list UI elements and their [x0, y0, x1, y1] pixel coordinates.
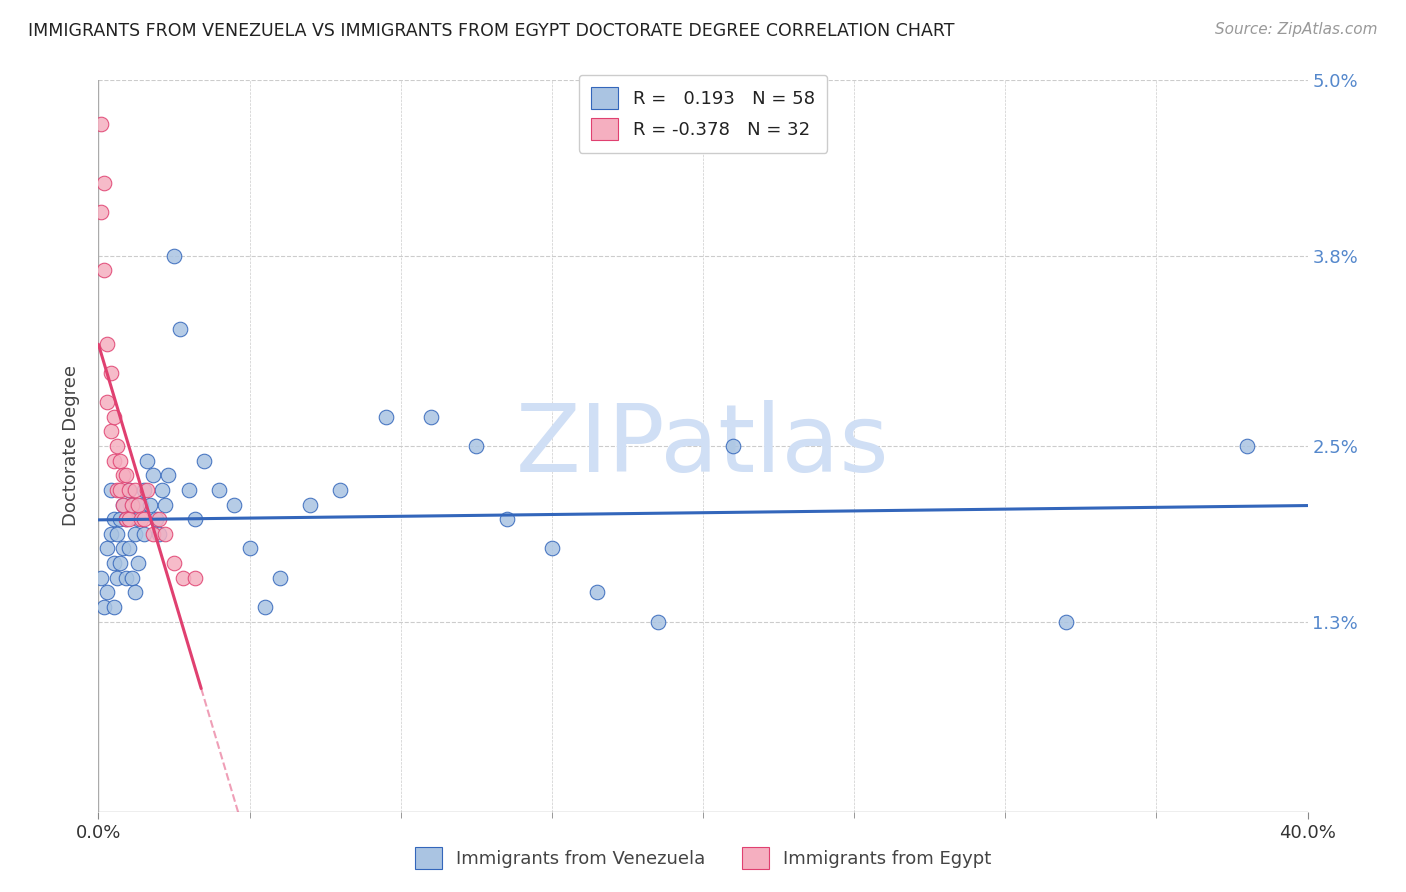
Point — [132, 526, 155, 541]
Point — [96, 541, 118, 556]
Point — [108, 556, 131, 570]
Point — [114, 468, 136, 483]
Point — [723, 439, 745, 453]
Point — [153, 526, 176, 541]
Point — [329, 483, 352, 497]
Point — [96, 336, 118, 351]
Point — [96, 395, 118, 409]
Point — [127, 512, 149, 526]
Point — [108, 453, 131, 467]
Point — [374, 409, 396, 424]
Point — [135, 453, 157, 467]
Point — [224, 498, 246, 512]
Point — [132, 512, 155, 526]
Point — [253, 599, 276, 614]
Point — [132, 483, 155, 497]
Point — [118, 483, 141, 497]
Point — [118, 483, 141, 497]
Point — [127, 556, 149, 570]
Point — [103, 556, 125, 570]
Point — [105, 483, 128, 497]
Point — [1054, 615, 1077, 629]
Point — [90, 205, 112, 219]
Point — [465, 439, 488, 453]
Point — [420, 409, 443, 424]
Point — [127, 498, 149, 512]
Point — [172, 571, 194, 585]
Point — [105, 439, 128, 453]
Point — [103, 453, 125, 467]
Point — [105, 526, 128, 541]
Point — [100, 425, 122, 439]
Point — [103, 599, 125, 614]
Point — [139, 498, 162, 512]
Point — [184, 571, 207, 585]
Point — [96, 585, 118, 599]
Point — [586, 585, 609, 599]
Point — [111, 498, 134, 512]
Point — [153, 498, 176, 512]
Point — [142, 526, 165, 541]
Point — [150, 483, 173, 497]
Point — [135, 483, 157, 497]
Point — [169, 322, 191, 336]
Point — [100, 366, 122, 380]
Point — [100, 483, 122, 497]
Point — [118, 512, 141, 526]
Legend: Immigrants from Venezuela, Immigrants from Egypt: Immigrants from Venezuela, Immigrants fr… — [406, 838, 1000, 879]
Point — [111, 541, 134, 556]
Point — [1236, 439, 1258, 453]
Point — [148, 526, 170, 541]
Point — [114, 512, 136, 526]
Legend: R =   0.193   N = 58, R = -0.378   N = 32: R = 0.193 N = 58, R = -0.378 N = 32 — [579, 75, 827, 153]
Point — [179, 483, 201, 497]
Point — [103, 512, 125, 526]
Text: IMMIGRANTS FROM VENEZUELA VS IMMIGRANTS FROM EGYPT DOCTORATE DEGREE CORRELATION : IMMIGRANTS FROM VENEZUELA VS IMMIGRANTS … — [28, 22, 955, 40]
Point — [129, 512, 152, 526]
Point — [93, 599, 115, 614]
Point — [184, 512, 207, 526]
Point — [193, 453, 215, 467]
Point — [93, 263, 115, 277]
Text: ZIPatlas: ZIPatlas — [516, 400, 890, 492]
Point — [105, 571, 128, 585]
Point — [121, 498, 143, 512]
Point — [163, 249, 186, 263]
Point — [156, 468, 179, 483]
Point — [142, 468, 165, 483]
Point — [124, 585, 146, 599]
Point — [108, 512, 131, 526]
Point — [114, 512, 136, 526]
Point — [111, 468, 134, 483]
Point — [121, 571, 143, 585]
Point — [108, 483, 131, 497]
Point — [111, 498, 134, 512]
Point — [90, 571, 112, 585]
Text: Source: ZipAtlas.com: Source: ZipAtlas.com — [1215, 22, 1378, 37]
Y-axis label: Doctorate Degree: Doctorate Degree — [62, 366, 80, 526]
Point — [114, 571, 136, 585]
Point — [100, 526, 122, 541]
Point — [647, 615, 669, 629]
Point — [129, 498, 152, 512]
Point — [495, 512, 517, 526]
Point — [299, 498, 322, 512]
Point — [118, 541, 141, 556]
Point — [121, 498, 143, 512]
Point — [124, 483, 146, 497]
Point — [103, 409, 125, 424]
Point — [124, 526, 146, 541]
Point — [208, 483, 231, 497]
Point — [269, 571, 291, 585]
Point — [239, 541, 262, 556]
Point — [163, 556, 186, 570]
Point — [540, 541, 562, 556]
Point — [90, 117, 112, 131]
Point — [93, 176, 115, 190]
Point — [145, 512, 167, 526]
Point — [148, 512, 170, 526]
